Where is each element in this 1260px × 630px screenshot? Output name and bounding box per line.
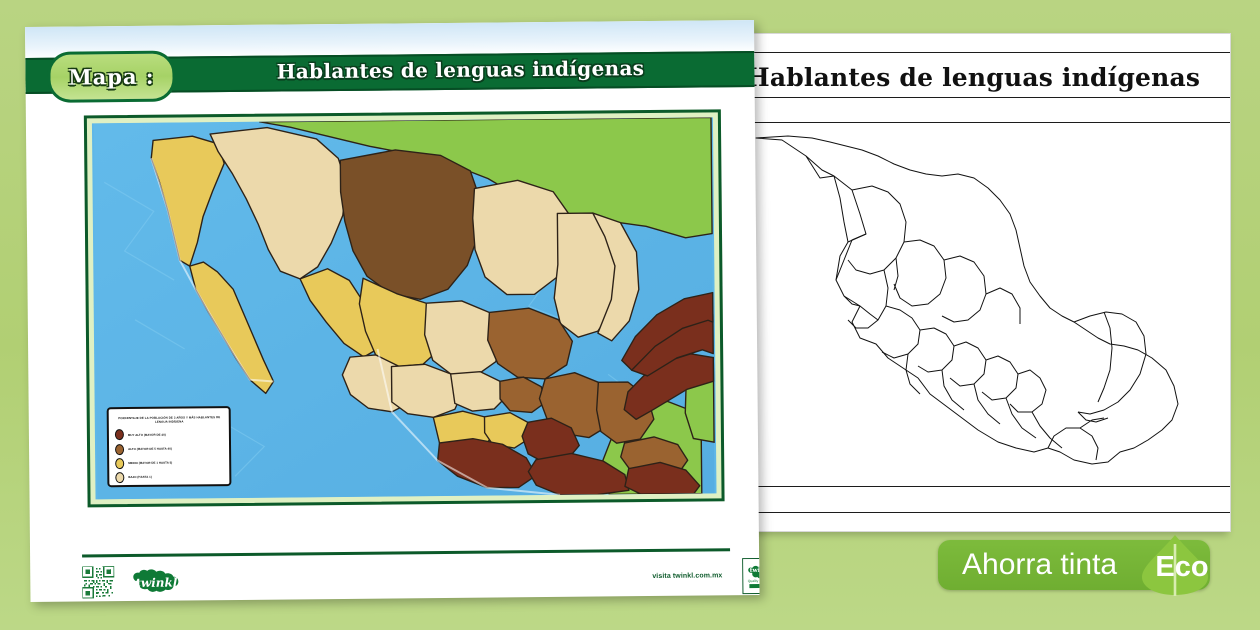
legend-swatch-medio [115,457,125,469]
page-title: Hablantes de lenguas indígenas [276,56,645,84]
legend-swatch-alto [115,443,125,455]
footer-divider [82,548,731,558]
legend-swatch-muy-alto [114,429,124,441]
legend-label-alto: ALTO (MAYOR DE 5 HASTA 40) [128,446,172,452]
main-worksheet-sheet[interactable]: Hablantes de lenguas indígenas Mapa : [25,20,760,602]
eco-leaf-label: Eco [1155,551,1209,583]
legend-row: MEDIO (MAYOR DE 1 HASTA 5) [115,457,224,469]
legend-label-muy-alto: MUY ALTO (MAYOR DE 40) [127,432,166,437]
legend-row: BAJO (HASTA 1) [115,471,224,484]
legend-title: PORCENTAJE DE LA POBLACIÓN DE 3 AÑOS Y M… [118,415,221,424]
qr-code[interactable] [81,565,116,600]
eco-version-sheet[interactable]: Hablantes de lenguas indígenas [737,33,1231,532]
legend-label-medio: MEDIO (MAYOR DE 1 HASTA 5) [128,460,173,466]
mapa-label-text: Mapa : [68,63,155,90]
legend-row: MUY ALTO (MAYOR DE 40) [114,429,224,441]
map-legend: PORCENTAJE DE LA POBLACIÓN DE 3 AÑOS Y M… [106,406,232,488]
svg-text:twinkl: twinkl [135,576,178,590]
eco-outline-map [748,130,1218,475]
eco-rule-top [738,52,1230,53]
twinkl-quality-badge: twinkl Quality Standard [742,557,760,595]
map-frame: PORCENTAJE DE LA POBLACIÓN DE 3 AÑOS Y M… [83,109,725,508]
eco-ink-badge[interactable]: Ahorra tinta Eco [938,534,1238,596]
legend-swatch-bajo [115,472,125,484]
leaf-icon [1142,535,1208,596]
eco-rule-bottom-2 [738,512,1230,513]
svg-text:Quality Standard: Quality Standard [748,579,760,583]
mapa-label-pill: Mapa : [47,50,176,103]
eco-badge-text: Ahorra tinta [962,548,1118,581]
eco-rule-under-title [738,97,1230,98]
visit-url-text[interactable]: visita twinkl.com.mx [652,572,723,581]
legend-row: ALTO (MAYOR DE 5 HASTA 40) [115,443,224,455]
eco-page-title: Hablantes de lenguas indígenas [746,62,1201,92]
eco-rule-bottom-1 [738,486,1230,487]
legend-label-bajo: BAJO (HASTA 1) [128,475,152,480]
twinkl-logo[interactable]: twinkl [125,568,187,595]
eco-rule-map-top [738,122,1230,123]
svg-text:twinkl: twinkl [750,567,760,574]
map-canvas[interactable]: PORCENTAJE DE LA POBLACIÓN DE 3 AÑOS Y M… [91,117,717,500]
